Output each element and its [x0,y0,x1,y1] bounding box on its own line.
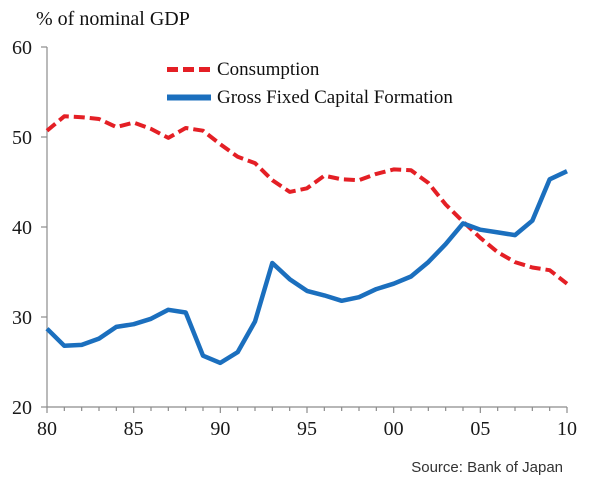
x-tick-label: 05 [470,418,490,440]
series-line-consumption [45,114,569,286]
x-tick-label: 00 [384,418,404,440]
x-tick-label: 85 [124,418,144,440]
legend-item-consumption: Consumption [166,57,453,82]
y-tick-label: 50 [12,127,32,149]
y-tick-label: 20 [12,397,32,419]
legend: Consumption Gross Fixed Capital Formatio… [166,57,453,110]
series-line-gross-fixed-capital-formation [45,169,568,366]
legend-label-consumption: Consumption [217,58,320,80]
x-tick-label: 95 [297,418,317,440]
chart-title: % of nominal GDP [36,8,190,30]
source-note: Source: Bank of Japan [411,459,563,476]
x-tick-label: 90 [210,418,230,440]
x-tick-label: 10 [557,418,577,440]
x-tick-label: 80 [37,418,57,440]
y-tick-label: 60 [12,37,32,59]
legend-item-gfcf: Gross Fixed Capital Formation [166,85,453,110]
gfcf-solid-line-swatch [167,94,211,101]
y-tick-label: 40 [12,217,32,239]
y-tick-label: 30 [12,307,32,329]
consumption-dashed-line-swatch [167,67,211,72]
legend-label-gfcf: Gross Fixed Capital Formation [217,86,453,108]
